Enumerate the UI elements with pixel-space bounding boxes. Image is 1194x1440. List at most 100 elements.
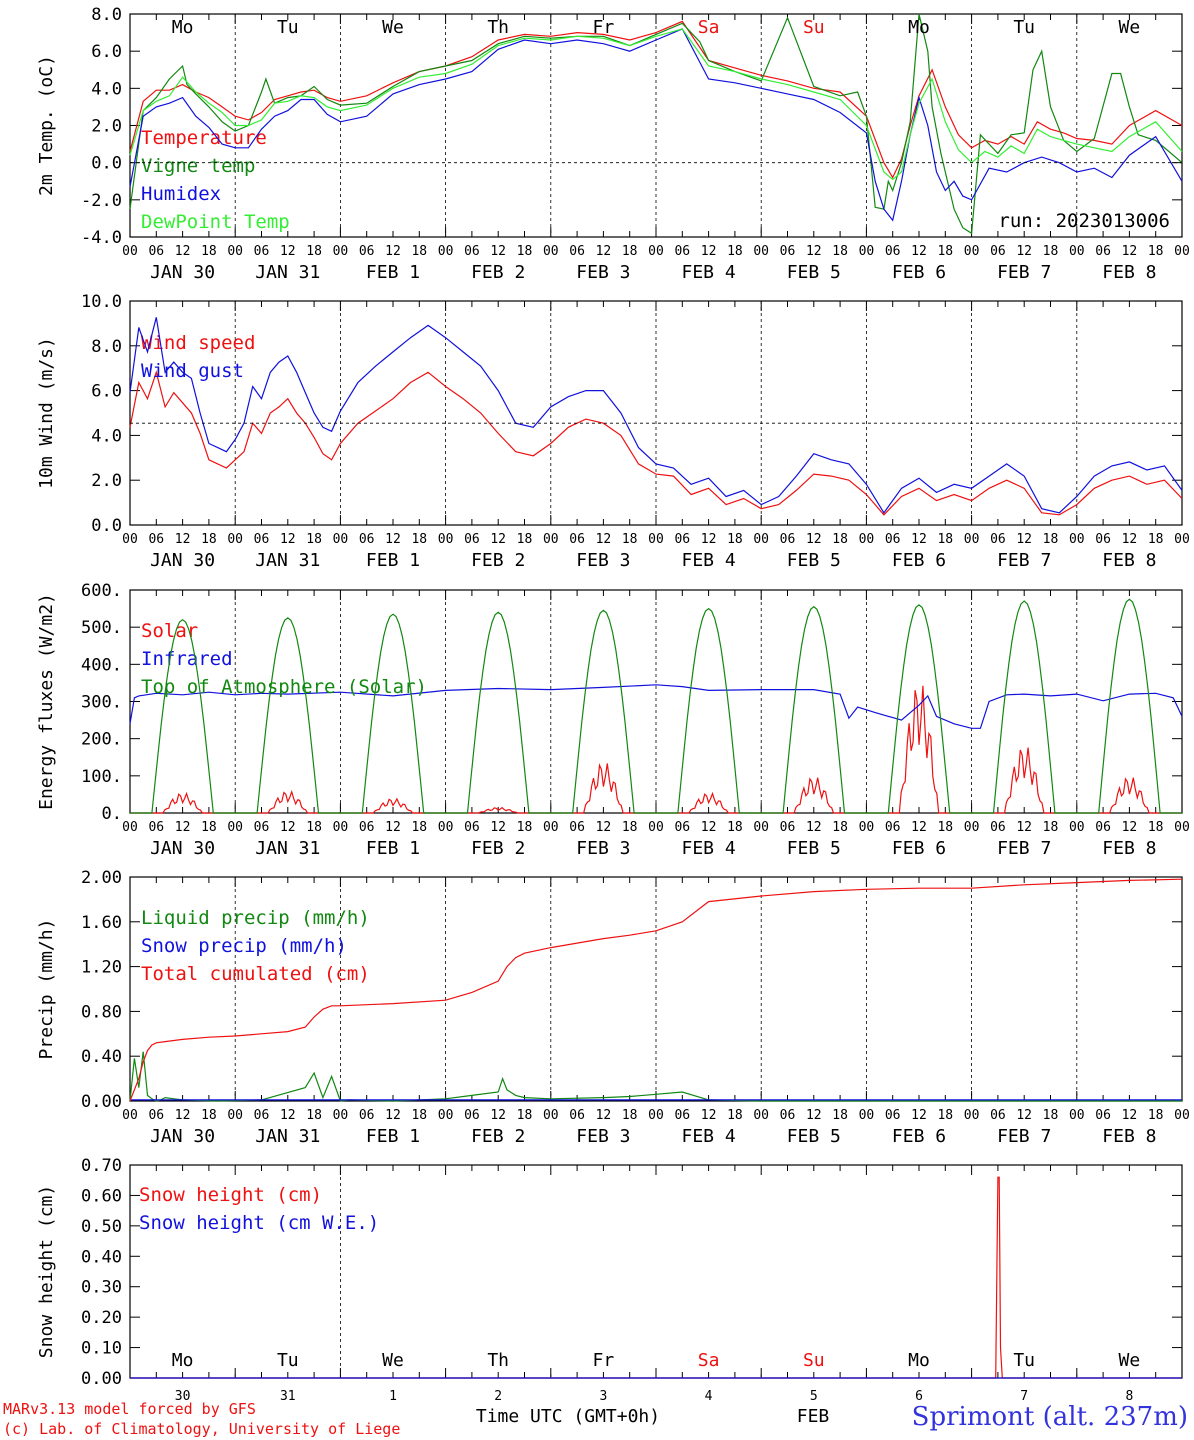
- day-name-label: Mo: [908, 17, 930, 38]
- panel-1: 8.0 6.0 4.0 2.0 0.0 -2.0 -4.0 2m Temp. (oC) 00 06…: [36, 5, 1190, 283]
- x-hour-label: 18: [1043, 1108, 1059, 1123]
- day-number-label: 31: [280, 1389, 296, 1404]
- date-label: FEB 1: [366, 262, 420, 283]
- series-line-snow-height-cm-: [130, 1176, 1182, 1379]
- day-name-label: Mo: [172, 17, 194, 38]
- x-hour-label: 00: [543, 244, 559, 259]
- x-hour-label: 12: [1016, 1108, 1032, 1123]
- x-hour-label: 12: [175, 532, 191, 547]
- x-hour-label: 00: [1069, 820, 1085, 835]
- y-tick-label: 500.: [81, 618, 122, 638]
- day-number-label: 30: [175, 1389, 191, 1404]
- date-label: FEB 6: [892, 1126, 946, 1147]
- x-hour-label: 12: [1016, 244, 1032, 259]
- x-hour-label: 00: [753, 244, 769, 259]
- x-hour-label: 12: [596, 244, 612, 259]
- x-hour-label: 00: [122, 244, 138, 259]
- legend-entry: Snow precip (mm/h): [141, 935, 347, 957]
- day-name-label: Fr: [593, 17, 615, 38]
- legend-entry: Temperature: [141, 127, 267, 149]
- x-hour-label: 18: [622, 820, 638, 835]
- y-tick-label: 0.50: [81, 1217, 122, 1237]
- day-name-label: Mo: [172, 1350, 194, 1371]
- x-hour-label: 12: [175, 1108, 191, 1123]
- x-hour-label: 18: [306, 820, 322, 835]
- legend-entry: Total cumulated (cm): [141, 963, 370, 985]
- date-label: FEB 6: [892, 262, 946, 283]
- y-tick-label: 8.0: [91, 5, 122, 25]
- x-hour-label: 00: [438, 244, 454, 259]
- panel-4: 2.00 1.60 1.20 0.80 0.40 0.00 Precip (mm/h) 00 0…: [36, 868, 1190, 1147]
- date-label: JAN 30: [150, 1126, 215, 1147]
- date-label: FEB 2: [471, 838, 525, 859]
- day-name-label: Tu: [277, 1350, 299, 1371]
- plot-layer: 8.0 6.0 4.0 2.0 0.0 -2.0 -4.0 2m Temp. (oC) 00 06…: [36, 5, 1190, 1404]
- y-tick-label: 300.: [81, 693, 122, 713]
- date-label: JAN 31: [255, 262, 320, 283]
- station-label: Sprimont (alt. 237m): [912, 1402, 1188, 1432]
- x-hour-label: 18: [306, 244, 322, 259]
- panel-3: 600. 500. 400. 300. 200. 100. 0. Energy fluxes …: [36, 581, 1190, 859]
- x-hour-label: 18: [201, 1108, 217, 1123]
- x-hour-label: 12: [175, 820, 191, 835]
- x-hour-label: 00: [227, 244, 243, 259]
- y-axis-label: Snow height (cm): [36, 1185, 57, 1358]
- x-hour-label: 00: [753, 820, 769, 835]
- date-label: JAN 30: [150, 838, 215, 859]
- x-hour-label: 18: [1043, 244, 1059, 259]
- x-hour-label: 00: [543, 532, 559, 547]
- x-hour-label: 12: [911, 1108, 927, 1123]
- x-hour-label: 00: [648, 244, 664, 259]
- y-tick-label: 0.70: [81, 1156, 122, 1176]
- x-hour-label: 06: [254, 532, 270, 547]
- date-label: FEB 6: [892, 550, 946, 571]
- date-label: FEB 3: [576, 550, 630, 571]
- x-hour-label: 18: [622, 532, 638, 547]
- x-hour-label: 12: [1122, 820, 1138, 835]
- x-hour-label: 06: [148, 532, 164, 547]
- y-tick-label: 8.0: [91, 337, 122, 357]
- x-hour-label: 12: [490, 244, 506, 259]
- x-hour-label: 18: [727, 244, 743, 259]
- x-hour-label: 00: [964, 244, 980, 259]
- x-hour-label: 06: [464, 532, 480, 547]
- date-label: FEB 5: [787, 1126, 841, 1147]
- day-name-label: We: [1119, 1350, 1141, 1371]
- date-label: FEB 4: [682, 550, 736, 571]
- x-hour-label: 06: [674, 532, 690, 547]
- x-hour-label: 18: [937, 1108, 953, 1123]
- x-hour-label: 06: [780, 1108, 796, 1123]
- day-name-label: We: [1119, 17, 1141, 38]
- date-label: FEB 1: [366, 550, 420, 571]
- day-name-label: Sa: [698, 17, 720, 38]
- date-label: FEB 3: [576, 838, 630, 859]
- x-hour-label: 00: [648, 1108, 664, 1123]
- x-hour-label: 12: [701, 1108, 717, 1123]
- series-line-vigne-temp: [129, 13, 1183, 235]
- series-line-infrared: [129, 684, 1183, 729]
- x-hour-label: 00: [543, 1108, 559, 1123]
- x-hour-label: 18: [306, 1108, 322, 1123]
- panel-2: 10.0 8.0 6.0 4.0 2.0 0.0 10m Wind (m/s) 00 06 12 1…: [36, 292, 1190, 571]
- x-hour-label: 06: [464, 244, 480, 259]
- x-hour-label: 06: [148, 244, 164, 259]
- x-hour-label: 12: [596, 532, 612, 547]
- y-tick-label: 0.0: [91, 154, 122, 174]
- y-tick-label: 6.0: [91, 382, 122, 402]
- x-hour-label: 06: [359, 244, 375, 259]
- x-hour-label: 12: [806, 820, 822, 835]
- x-hour-label: 18: [1148, 532, 1164, 547]
- x-hour-label: 06: [254, 244, 270, 259]
- x-hour-label: 00: [753, 532, 769, 547]
- day-name-label: Tu: [1013, 17, 1035, 38]
- x-hour-label: 12: [1016, 820, 1032, 835]
- x-hour-label: 06: [569, 244, 585, 259]
- x-hour-label: 00: [859, 532, 875, 547]
- x-hour-label: 06: [990, 532, 1006, 547]
- day-number-label: 5: [810, 1389, 818, 1404]
- date-label: JAN 30: [150, 550, 215, 571]
- x-hour-label: 18: [411, 244, 427, 259]
- y-tick-label: 0.20: [81, 1308, 122, 1328]
- y-tick-label: 1.60: [81, 913, 122, 933]
- series-line-humidex: [129, 28, 1183, 222]
